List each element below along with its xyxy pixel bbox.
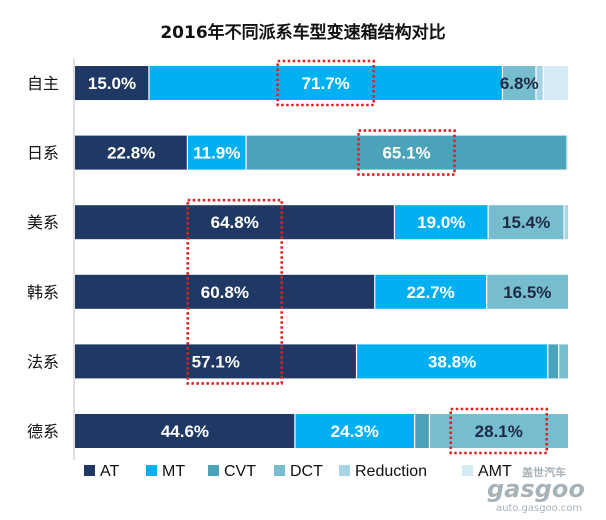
legend-label: AT [100,463,119,480]
data-label: 16.5% [503,283,551,302]
legend-label: AMT [478,463,512,480]
bar-segment-mt [187,135,247,170]
bar-segment-dct [488,205,565,240]
bar-segment-reduction [535,66,544,100]
legend-swatch-amt [462,465,473,476]
bar-segment-at [75,274,375,309]
data-label: 11.9% [193,144,240,163]
data-label: 57.1% [192,352,240,371]
data-label: 65.1% [382,144,430,163]
bars-group [75,66,568,448]
legend-swatch-dct [274,465,285,476]
bar-segment-amt [543,66,568,100]
data-label: 6.8% [500,74,539,93]
data-label: 15.0% [88,74,136,93]
category-label: 法系 [27,352,59,371]
data-label: 44.6% [161,422,209,441]
bar-segment-dct [558,344,568,379]
bar-segment-at [75,414,295,448]
bar-segment-mt [394,205,489,240]
bar-segment-reduction [564,205,568,240]
bar-segment-cvt [547,344,559,379]
legend-swatch-cvt [208,465,219,476]
bar-segment-at [75,344,357,379]
legend-label: MT [162,463,185,480]
bar-segment-at [75,135,188,170]
legend-label: DCT [290,463,323,480]
bar-segment-dct [429,414,568,448]
bar-segment-cvt [246,135,568,170]
bar-segment-dct [502,66,536,100]
data-label: 71.7% [302,74,350,93]
highlight-boxes [186,59,549,455]
highlight-box [186,198,284,385]
legend-label: Reduction [355,463,427,480]
bar-segment-at [75,66,149,100]
bar-segment-mt [356,344,548,379]
chart-title: 2016年不同派系车型变速箱结构对比 [160,22,445,43]
data-label: 60.8% [201,283,249,302]
watermark-url-text: auto.gasgoo.com [496,503,582,514]
data-label: 22.7% [407,283,455,302]
bar-segment-mt [294,414,415,448]
bar-segment-dct [486,274,568,309]
legend-swatch-reduction [339,465,350,476]
data-label: 38.8% [428,352,476,371]
category-label: 自主 [27,74,59,93]
bar-segment-at [75,205,395,240]
legend-swatch-at [84,465,95,476]
watermark-logo-text: gasgoo [487,475,585,503]
data-label: 19.0% [417,213,465,232]
bar-segment-mt [374,274,487,309]
bar-segment-cvt [414,414,430,448]
data-label: 64.8% [211,213,259,232]
category-label: 美系 [27,213,59,232]
data-label: 24.3% [331,422,379,441]
data-label: 15.4% [502,213,550,232]
data-label: 22.8% [107,144,155,163]
bar-segment-mt [148,66,503,100]
category-label: 德系 [27,422,59,441]
data-labels: 15.0% 71.7% 6.8% 22.8% 11.9% 65.1% 64.8% 19.0% 1… [88,74,552,441]
data-label: 28.1% [475,422,523,441]
watermark-cn-text: 盖世汽车 [522,465,566,479]
legend-swatch-mt [146,465,157,476]
legend-label: CVT [224,463,256,480]
legend: AT MT CVT DCT Reduction AMT [84,463,512,480]
watermark: 盖世汽车 gasgoo auto.gasgoo.com [487,465,585,514]
category-label: 日系 [27,144,59,163]
category-label: 韩系 [27,283,59,302]
